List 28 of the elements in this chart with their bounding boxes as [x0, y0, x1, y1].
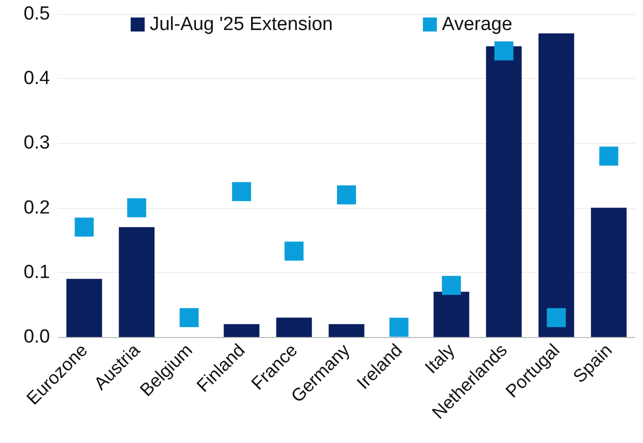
bar [224, 324, 260, 337]
bar [538, 33, 574, 337]
y-tick-label: 0.3 [24, 132, 50, 154]
point [284, 242, 304, 261]
point [74, 218, 94, 237]
bar [434, 292, 470, 337]
y-tick-label: 0.5 [24, 4, 50, 24]
point [232, 182, 252, 202]
bar [66, 278, 102, 337]
point [494, 41, 514, 60]
bar [486, 46, 522, 337]
legend-label: Average [442, 14, 512, 35]
y-tick-label: 0.4 [24, 68, 50, 90]
bar [118, 227, 155, 337]
point [389, 318, 408, 337]
point [180, 308, 199, 328]
y-tick-label: 0.1 [24, 262, 50, 283]
y-tick-label: 0.2 [24, 197, 50, 218]
point [127, 198, 146, 218]
point [442, 276, 461, 295]
bar [328, 324, 364, 337]
point [599, 146, 618, 166]
y-tick-label: 0.0 [24, 326, 50, 348]
legend-label: Jul-Aug '25 Extension [150, 14, 333, 35]
bar [590, 208, 627, 337]
bar [276, 318, 312, 337]
point [546, 308, 566, 328]
point [337, 185, 356, 204]
